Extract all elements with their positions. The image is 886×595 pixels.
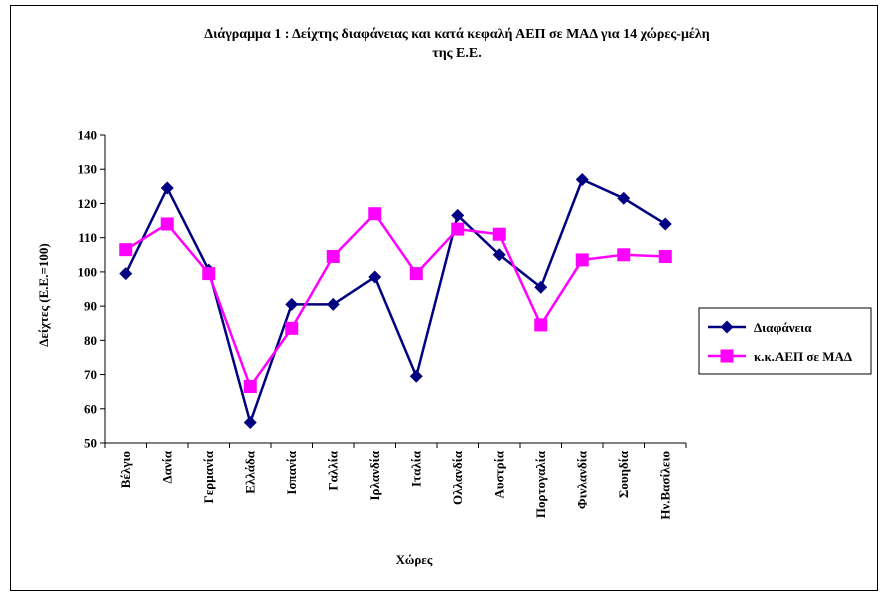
x-tick-label: Ιταλία bbox=[408, 450, 423, 487]
data-point-square bbox=[119, 243, 133, 257]
data-point-square bbox=[202, 267, 216, 281]
data-point-diamond bbox=[160, 181, 174, 195]
x-tick-label: Βέλγιο bbox=[118, 451, 133, 488]
y-axis-ticks: 50 60 70 80 90 100 110 120 130 140 bbox=[78, 128, 105, 451]
legend-label-kk-aep: κ.κ.ΑΕΠ σε ΜΑΔ bbox=[754, 349, 852, 364]
y-axis-title: Δείχτες (Ε.Ε.=100) bbox=[36, 243, 51, 346]
x-tick-label: Αυστρία bbox=[491, 450, 506, 498]
y-tick-label: 80 bbox=[84, 333, 97, 348]
data-point-square bbox=[534, 318, 548, 332]
y-tick-label: 110 bbox=[78, 230, 97, 245]
data-point-diamond bbox=[534, 280, 548, 294]
data-point-square bbox=[243, 380, 257, 394]
y-tick-label: 100 bbox=[78, 264, 98, 279]
data-point-square bbox=[285, 321, 299, 335]
x-axis-ticks: Βέλγιο Δανία Γερμανία Ελλάδα Ισπανία Γαλλία Ιρ… bbox=[104, 443, 687, 520]
data-point-diamond bbox=[243, 415, 257, 429]
data-point-square bbox=[492, 227, 506, 241]
legend-marker-diafaneia bbox=[720, 320, 734, 334]
legend-box bbox=[698, 307, 872, 375]
data-point-diamond bbox=[451, 208, 465, 222]
series-line-0 bbox=[124, 178, 666, 424]
series-layer bbox=[119, 172, 672, 429]
data-point-square bbox=[326, 249, 340, 263]
x-axis-title: Χώρες bbox=[396, 552, 433, 567]
legend-marker-kk-aep bbox=[720, 349, 734, 363]
data-point-square bbox=[409, 267, 423, 281]
chart-title-line-1: Διάγραμμα 1 : Δείχτης διαφάνειας και κατ… bbox=[204, 27, 709, 42]
x-tick-label: Πορτογαλία bbox=[533, 450, 548, 518]
x-tick-label: Γαλλία bbox=[325, 450, 340, 490]
y-tick-label: 140 bbox=[78, 128, 98, 143]
data-point-diamond bbox=[617, 191, 631, 205]
data-point-diamond bbox=[492, 248, 506, 262]
x-tick-label: Ολλανδία bbox=[450, 450, 465, 505]
data-point-square bbox=[575, 253, 589, 267]
x-tick-label: Γερμανία bbox=[201, 450, 216, 503]
y-tick-label: 50 bbox=[84, 436, 97, 451]
data-point-diamond bbox=[575, 172, 589, 186]
data-point-diamond bbox=[326, 297, 340, 311]
data-point-square bbox=[160, 217, 174, 231]
y-tick-label: 90 bbox=[84, 299, 97, 314]
data-point-diamond bbox=[409, 369, 423, 383]
y-tick-label: 130 bbox=[78, 162, 98, 177]
data-point-diamond bbox=[119, 267, 133, 281]
x-tick-label: Ελλάδα bbox=[242, 450, 257, 493]
chart-title-line-2: της Ε.Ε. bbox=[432, 46, 482, 61]
data-point-square bbox=[617, 248, 631, 262]
legend: Διαφάνεια κ.κ.ΑΕΠ σε ΜΑΔ bbox=[698, 307, 872, 375]
line-chart: Διάγραμμα 1 : Δείχτης διαφάνειας και κατ… bbox=[36, 27, 872, 567]
x-tick-label: Δανία bbox=[159, 450, 174, 483]
y-tick-label: 70 bbox=[84, 367, 97, 382]
chart-frame: Διάγραμμα 1 : Δείχτης διαφάνειας και κατ… bbox=[10, 5, 878, 591]
x-tick-label: Ιρλανδία bbox=[367, 450, 382, 500]
data-point-diamond bbox=[368, 270, 382, 284]
x-tick-label: Σουηδία bbox=[616, 450, 631, 498]
data-point-square bbox=[368, 207, 382, 221]
data-point-diamond bbox=[658, 217, 672, 231]
x-tick-label: Ην.Βασίλειο bbox=[657, 451, 672, 520]
series-line-1 bbox=[125, 212, 666, 388]
data-point-square bbox=[451, 222, 465, 236]
y-tick-label: 120 bbox=[78, 196, 98, 211]
y-tick-label: 60 bbox=[84, 401, 97, 416]
data-point-square bbox=[658, 249, 672, 263]
data-point-diamond bbox=[285, 297, 299, 311]
x-tick-label: Ισπανία bbox=[284, 450, 299, 494]
x-tick-label: Φινλανδία bbox=[574, 450, 589, 509]
legend-label-diafaneia: Διαφάνεια bbox=[754, 320, 812, 335]
